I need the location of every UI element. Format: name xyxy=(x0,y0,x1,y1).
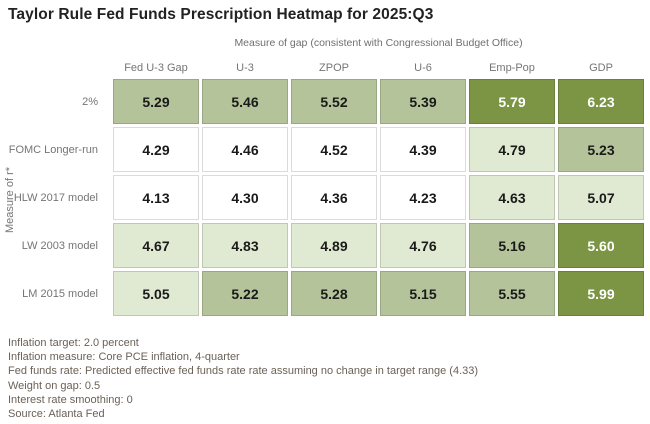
heatmap-cell: 4.46 xyxy=(202,127,288,172)
column-header: ZPOP xyxy=(319,62,349,74)
note-line: Source: Atlanta Fed xyxy=(8,408,105,421)
note-line: Inflation measure: Core PCE inflation, 4… xyxy=(8,351,240,364)
heatmap-cell: 6.23 xyxy=(558,79,644,124)
heatmap-cell: 4.67 xyxy=(113,223,199,268)
heatmap-cell: 5.23 xyxy=(558,127,644,172)
heatmap-cell: 5.22 xyxy=(202,271,288,316)
heatmap-cell: 5.52 xyxy=(291,79,377,124)
column-header: U-6 xyxy=(414,62,432,74)
row-header: FOMC Longer-run xyxy=(8,143,98,156)
note-line: Weight on gap: 0.5 xyxy=(8,379,101,392)
heatmap-cell: 4.36 xyxy=(291,175,377,220)
heatmap-cell: 4.63 xyxy=(469,175,555,220)
note-line: Fed funds rate: Predicted effective fed … xyxy=(8,365,479,378)
heatmap-cell: 4.89 xyxy=(291,223,377,268)
heatmap-cell: 4.83 xyxy=(202,223,288,268)
row-header: LM 2015 model xyxy=(22,287,98,300)
heatmap-cell: 4.23 xyxy=(380,175,466,220)
heatmap-cell: 5.55 xyxy=(469,271,555,316)
heatmap-cell: 5.29 xyxy=(113,79,199,124)
note-line: Inflation target: 2.0 percent xyxy=(8,337,139,349)
column-header: GDP xyxy=(589,62,613,74)
heatmap-cell: 5.05 xyxy=(113,271,199,316)
heatmap-grid: Fed U-3 Gap U-3 ZPOP U-6 Emp-Pop GDP 2% 5.29 5.4… xyxy=(8,55,644,316)
x-axis-group-label: Measure of gap (consistent with Congress… xyxy=(234,37,523,49)
heatmap-cell: 5.79 xyxy=(469,79,555,124)
corner-spacer xyxy=(8,55,110,76)
heatmap-cell: 4.39 xyxy=(380,127,466,172)
note-line: Interest rate smoothing: 0 xyxy=(8,393,133,406)
heatmap-cell: 4.13 xyxy=(113,175,199,220)
heatmap-cell: 5.99 xyxy=(558,271,644,316)
heatmap-cell: 5.39 xyxy=(380,79,466,124)
heatmap-cell: 5.16 xyxy=(469,223,555,268)
row-header: HLW 2017 model xyxy=(13,191,98,204)
heatmap-cell: 4.52 xyxy=(291,127,377,172)
heatmap-cell: 5.28 xyxy=(291,271,377,316)
page-title: Taylor Rule Fed Funds Prescription Heatm… xyxy=(8,6,434,23)
heatmap-cell: 5.60 xyxy=(558,223,644,268)
heatmap-cell: 4.29 xyxy=(113,127,199,172)
heatmap-cell: 5.46 xyxy=(202,79,288,124)
heatmap-cell: 5.07 xyxy=(558,175,644,220)
heatmap-cell: 5.15 xyxy=(380,271,466,316)
heatmap-cell: 4.79 xyxy=(469,127,555,172)
column-header: Emp-Pop xyxy=(489,62,535,74)
row-header: LW 2003 model xyxy=(21,239,98,252)
column-header: Fed U-3 Gap xyxy=(124,62,188,74)
column-header: U-3 xyxy=(236,62,254,74)
heatmap-cell: 4.30 xyxy=(202,175,288,220)
heatmap-cell: 4.76 xyxy=(380,223,466,268)
row-header: 2% xyxy=(82,95,98,108)
chart-footnotes: Inflation target: 2.0 percent Inflation m… xyxy=(8,336,478,421)
